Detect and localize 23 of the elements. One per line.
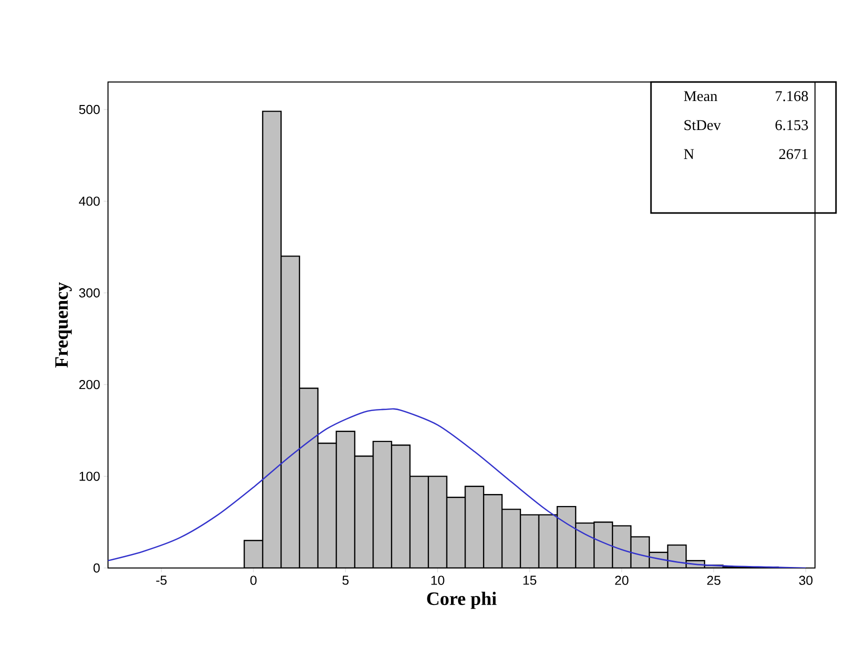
annotation: N (684, 149, 694, 159)
x-axis-title: Core phi (427, 592, 497, 609)
x-tick-label: 5 (342, 576, 349, 585)
x-tick-label: 15 (523, 576, 536, 585)
annotation: 2671 (779, 149, 808, 160)
y-tick-label: 300 (79, 288, 100, 298)
x-tick-label: 0 (250, 576, 257, 585)
y-tick-label: 200 (79, 380, 100, 390)
annotation: 6.153 (776, 120, 808, 130)
annotation: Mean (684, 91, 718, 102)
x-tick-label: 30 (799, 576, 813, 585)
x-tick-label: 20 (615, 576, 628, 585)
x-tick-label: 25 (707, 576, 720, 585)
line-series (108, 408, 806, 568)
y-tick-label: 400 (78, 196, 100, 206)
annotation: 7.168 (776, 91, 808, 102)
x-tick-label: 10 (431, 576, 444, 585)
annotation: StDev (684, 120, 721, 130)
x-tick-label: -5 (156, 576, 167, 585)
y-tick-label: 500 (79, 104, 100, 114)
y-tick-label: 0 (94, 563, 100, 573)
y-tick-label: 100 (80, 472, 100, 481)
y-axis-title: Frequency (55, 282, 72, 368)
